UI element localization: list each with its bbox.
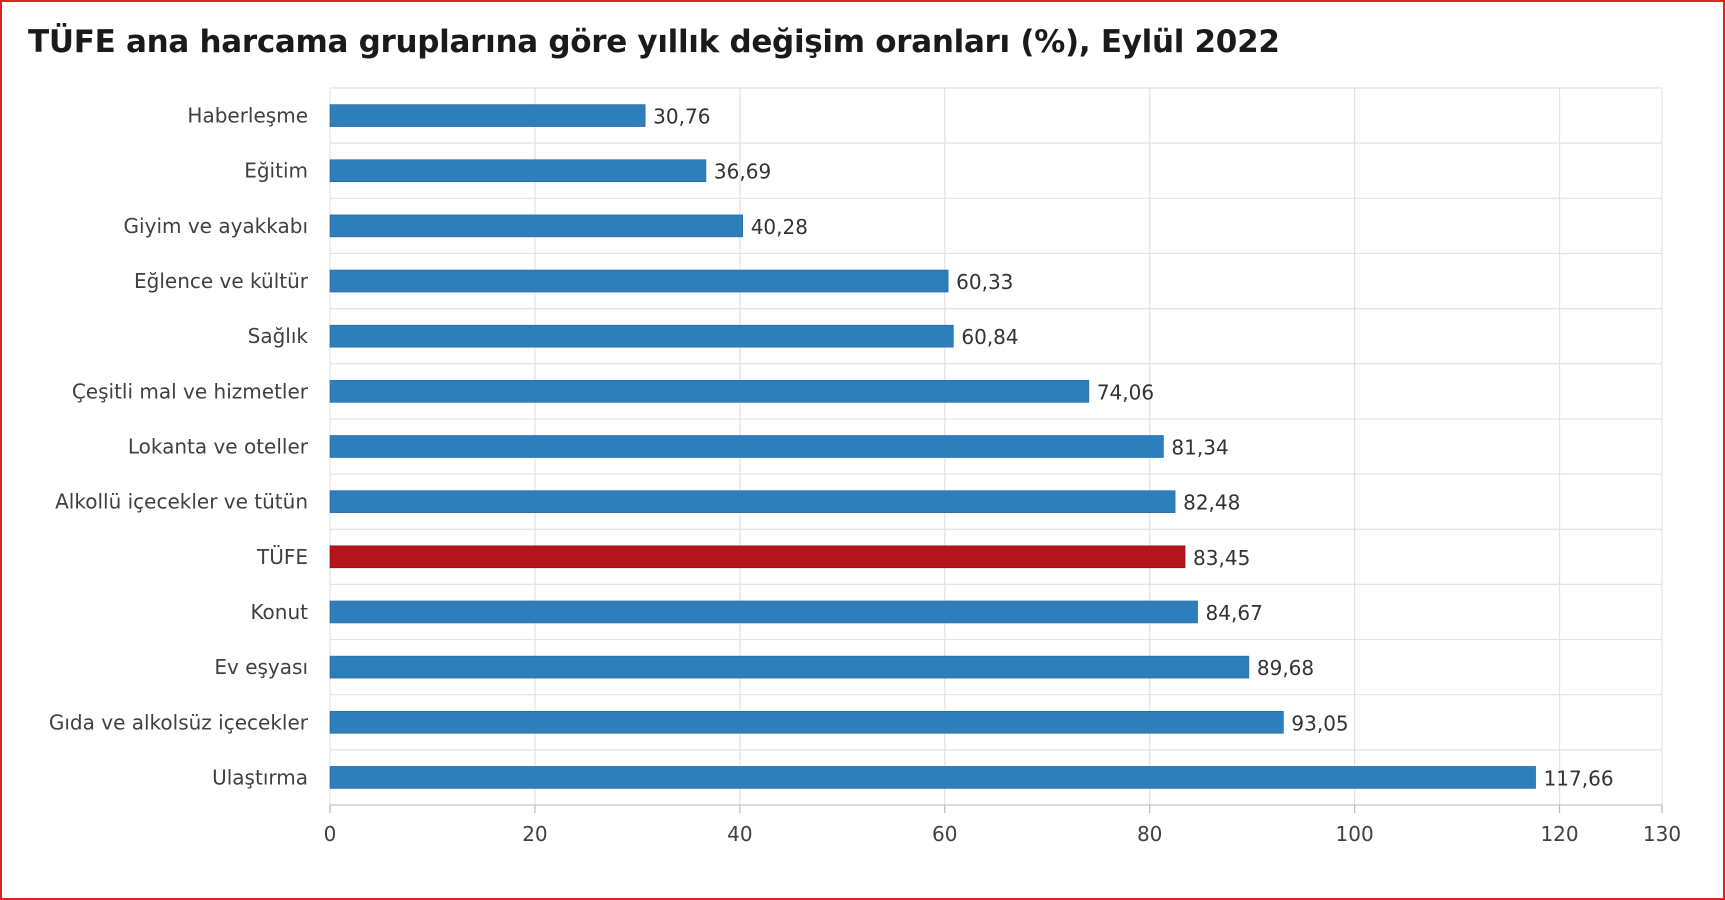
- category-label-11: Gıda ve alkolsüz içecekler: [49, 710, 309, 734]
- value-labels: 30,76 36,69 40,28 60,33 60,84 74,06 81,34 82,48…: [653, 105, 1613, 791]
- category-label-10: Ev eşyası: [214, 655, 308, 679]
- x-tick-label-0: 0: [324, 822, 337, 846]
- x-axis: 0 20 40 60 80 100 120 130: [324, 804, 1681, 846]
- value-label-1: 36,69: [714, 160, 771, 184]
- category-label-4: Sağlık: [248, 324, 309, 348]
- bar-10: [329, 655, 1250, 679]
- value-label-6: 81,34: [1171, 436, 1228, 460]
- x-tick-label-1: 20: [522, 822, 547, 846]
- value-label-0: 30,76: [653, 105, 710, 129]
- value-label-10: 89,68: [1257, 656, 1314, 680]
- bar-8: [329, 545, 1186, 569]
- bar-2: [329, 214, 744, 238]
- value-label-12: 117,66: [1544, 766, 1614, 790]
- x-tick-label-6: 120: [1540, 822, 1578, 846]
- x-tick-label-5: 100: [1336, 822, 1374, 846]
- category-label-8: TÜFE: [256, 545, 308, 569]
- bars: [329, 104, 1536, 789]
- value-label-3: 60,33: [956, 270, 1013, 294]
- value-label-4: 60,84: [961, 325, 1018, 349]
- category-label-3: Eğlence ve kültür: [134, 269, 309, 293]
- x-tick-label-7: 130: [1643, 822, 1681, 846]
- bar-0: [329, 104, 646, 127]
- category-label-6: Lokanta ve oteller: [128, 435, 309, 459]
- value-label-7: 82,48: [1183, 491, 1240, 515]
- bar-4: [329, 324, 954, 348]
- category-label-2: Giyim ve ayakkabı: [124, 214, 308, 238]
- bar-7: [329, 490, 1176, 513]
- bar-11: [329, 710, 1284, 734]
- category-label-9: Konut: [250, 600, 308, 624]
- category-label-1: Eğitim: [244, 159, 308, 183]
- bar-3: [329, 269, 949, 293]
- bar-5: [329, 380, 1090, 403]
- value-label-2: 40,28: [751, 215, 808, 239]
- bar-6: [329, 435, 1164, 458]
- bar-12: [329, 766, 1536, 789]
- value-label-9: 84,67: [1206, 601, 1263, 625]
- category-label-5: Çeşitli mal ve hizmetler: [72, 379, 309, 403]
- bar-9: [329, 600, 1198, 624]
- category-label-0: Haberleşme: [187, 104, 308, 128]
- chart-title: TÜFE ana harcama gruplarına göre yıllık …: [28, 24, 1280, 60]
- x-tick-label-3: 60: [932, 822, 957, 846]
- category-label-12: Ulaştırma: [212, 765, 308, 789]
- value-label-8: 83,45: [1193, 546, 1250, 570]
- bar-1: [329, 159, 707, 183]
- x-tick-label-4: 80: [1137, 822, 1162, 846]
- value-label-5: 74,06: [1097, 380, 1154, 404]
- category-labels: Haberleşme Eğitim Giyim ve ayakkabı Eğlence…: [49, 104, 309, 790]
- category-label-7: Alkollü içecekler ve tütün: [55, 490, 308, 514]
- value-label-11: 93,05: [1291, 711, 1348, 735]
- x-tick-label-2: 40: [727, 822, 752, 846]
